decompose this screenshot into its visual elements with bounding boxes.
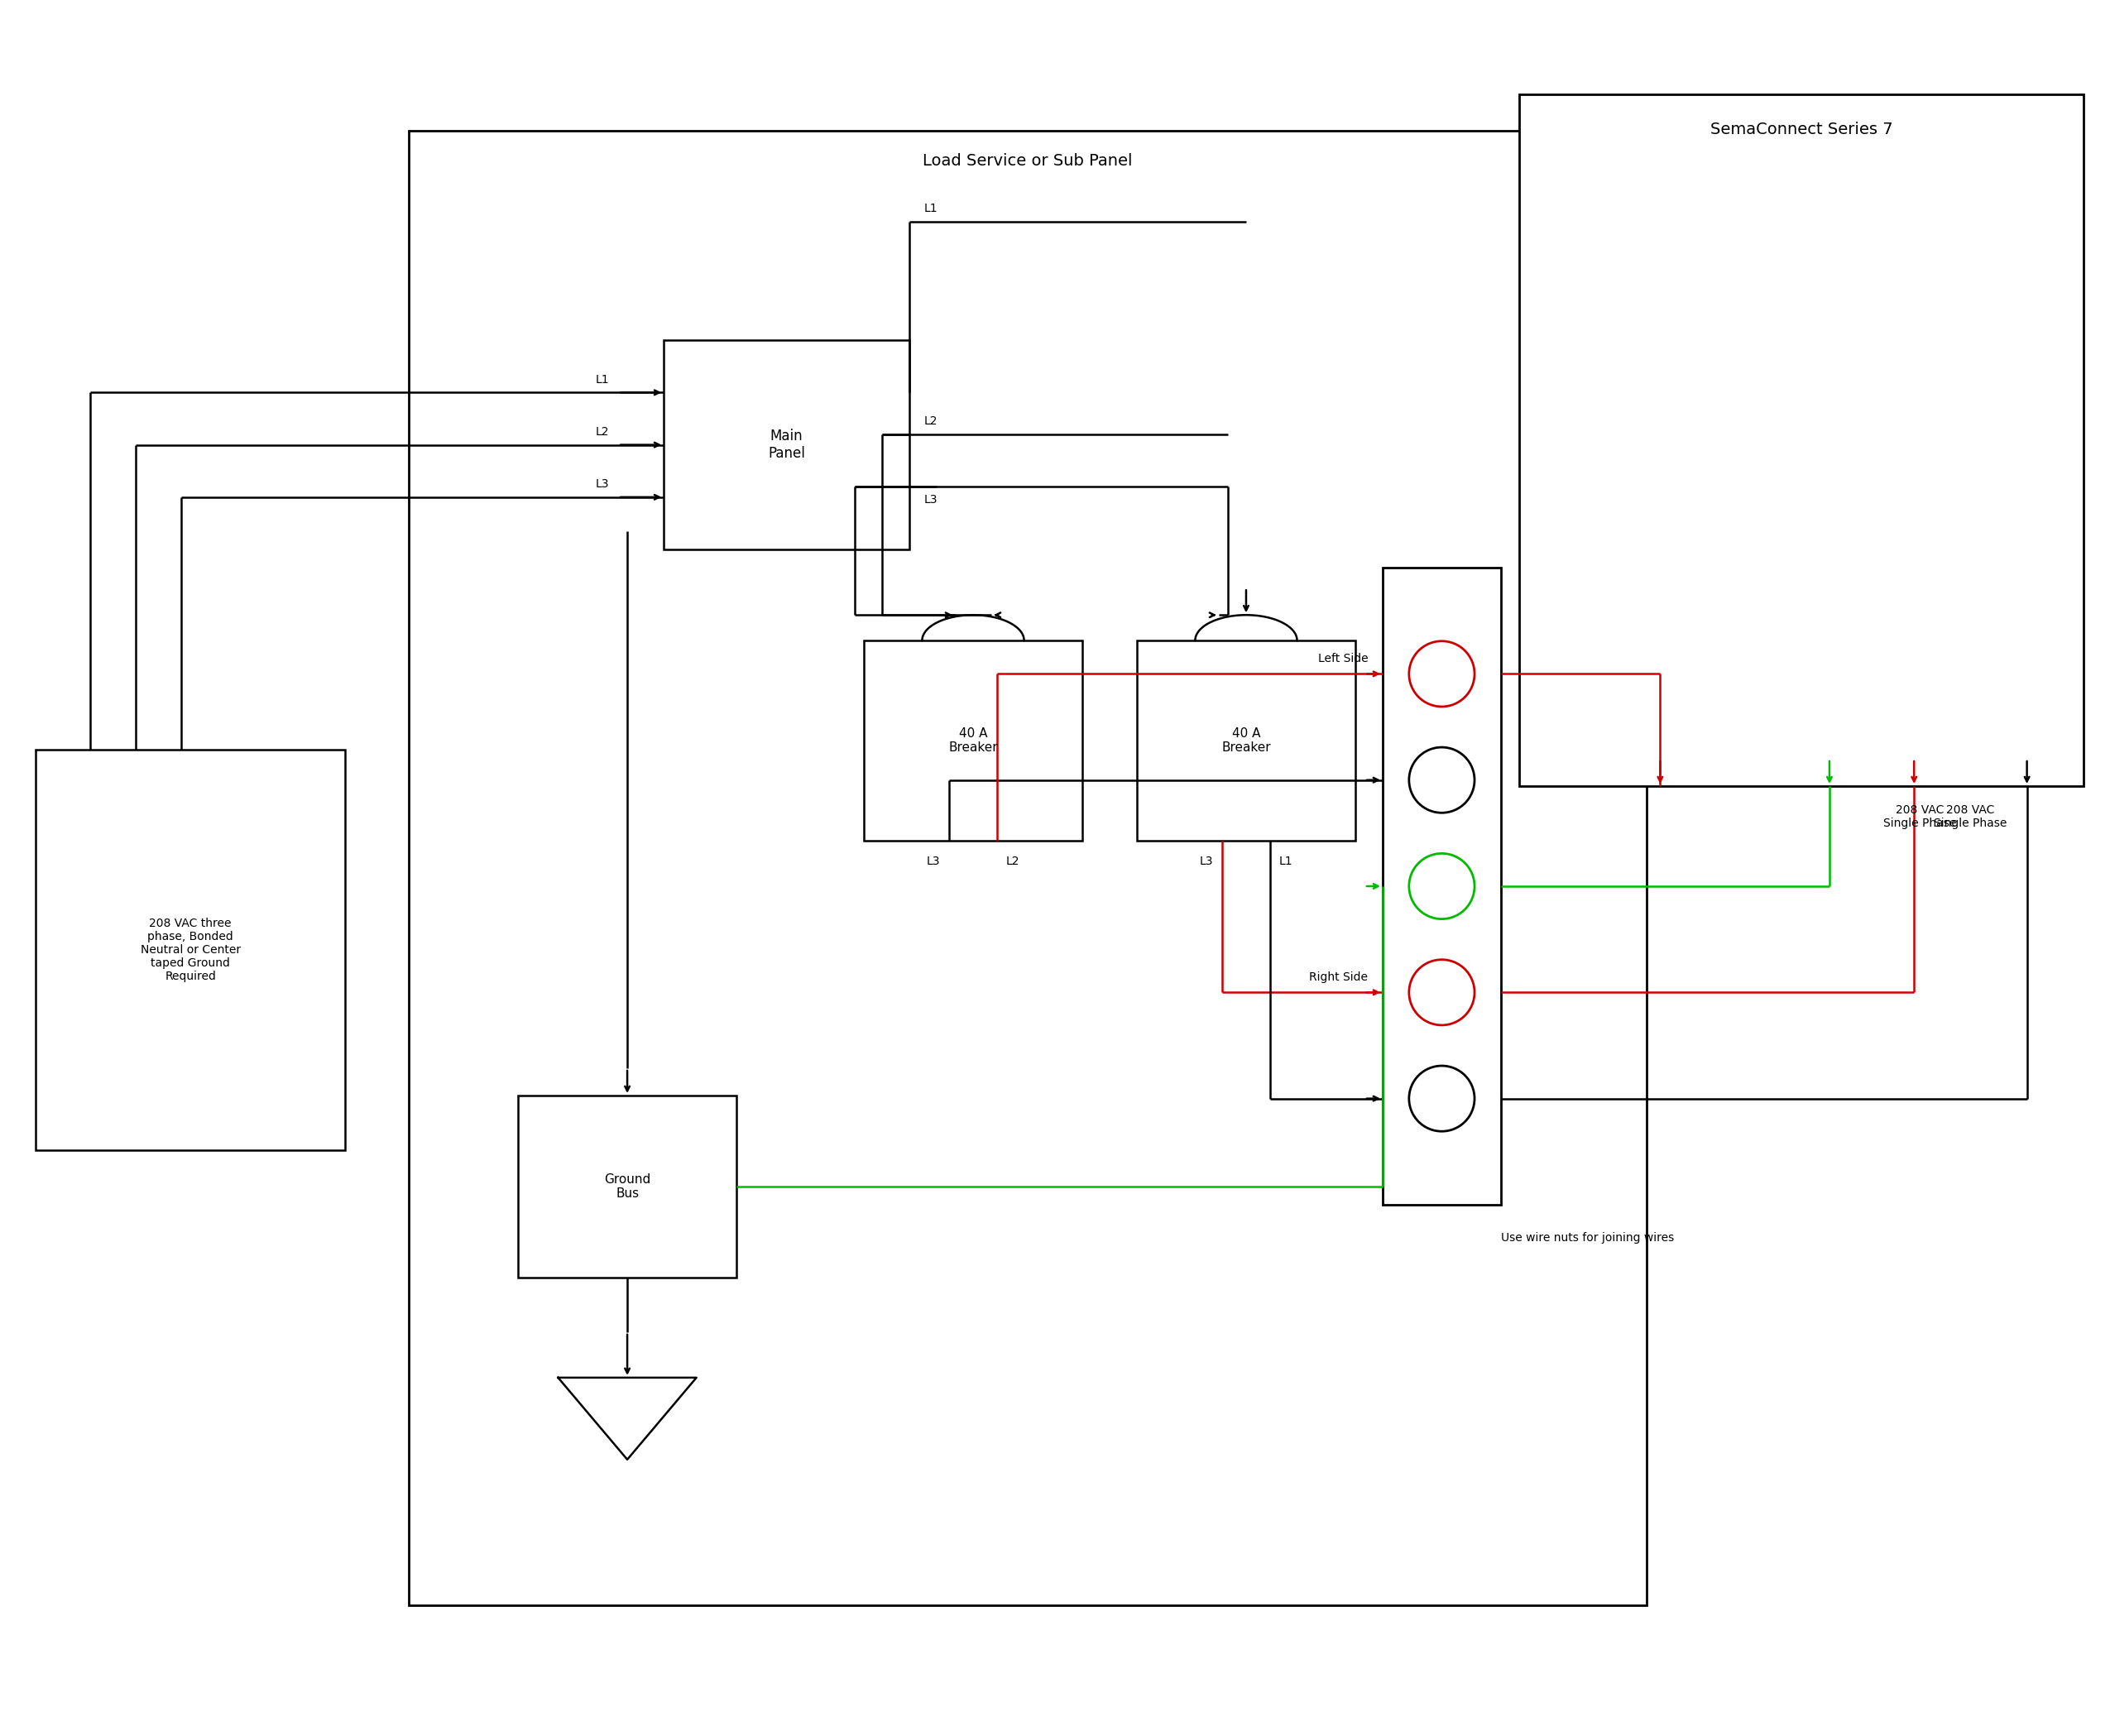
Bar: [1382, 568, 1500, 1205]
Text: Load Service or Sub Panel: Load Service or Sub Panel: [922, 153, 1133, 168]
Circle shape: [1409, 854, 1475, 918]
Text: Main
Panel: Main Panel: [768, 429, 806, 460]
Circle shape: [1409, 960, 1475, 1026]
Text: 208 VAC three
phase, Bonded
Neutral or Center
taped Ground
Required: 208 VAC three phase, Bonded Neutral or C…: [141, 917, 241, 983]
Bar: [519, 1095, 736, 1278]
Text: SemaConnect Series 7: SemaConnect Series 7: [1709, 122, 1893, 137]
Bar: [36, 750, 346, 1151]
Circle shape: [1409, 746, 1475, 812]
Text: L3: L3: [926, 856, 941, 866]
Text: L2: L2: [595, 425, 610, 437]
Text: L3: L3: [595, 479, 610, 490]
Bar: [665, 340, 909, 550]
Text: Ground
Bus: Ground Bus: [603, 1174, 650, 1200]
Circle shape: [1409, 1066, 1475, 1132]
Text: 40 A
Breaker: 40 A Breaker: [1222, 727, 1270, 753]
Text: L2: L2: [1006, 856, 1019, 866]
Bar: [1519, 94, 2083, 786]
Text: L3: L3: [924, 495, 937, 505]
Bar: [1137, 641, 1355, 840]
Bar: [863, 641, 1082, 840]
Text: 208 VAC
Single Phase: 208 VAC Single Phase: [1935, 804, 2007, 830]
Text: L1: L1: [924, 203, 937, 215]
Circle shape: [1409, 641, 1475, 707]
Text: L1: L1: [595, 373, 610, 385]
Text: L3: L3: [1201, 856, 1213, 866]
Text: 208 VAC
Single Phase: 208 VAC Single Phase: [1884, 804, 1956, 830]
Text: L2: L2: [924, 415, 937, 427]
Text: Right Side: Right Side: [1310, 972, 1367, 983]
Text: Left Side: Left Side: [1319, 653, 1367, 665]
Text: 40 A
Breaker: 40 A Breaker: [947, 727, 998, 753]
Bar: [409, 130, 1646, 1606]
Text: L1: L1: [1279, 856, 1293, 866]
Text: Use wire nuts for joining wires: Use wire nuts for joining wires: [1500, 1233, 1673, 1243]
